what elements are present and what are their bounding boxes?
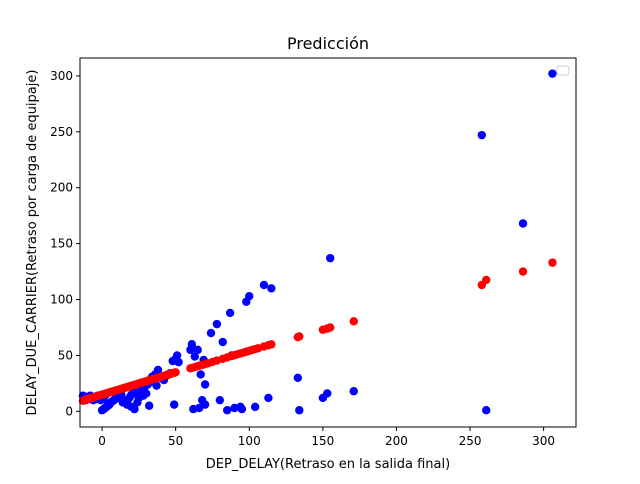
data-point [326, 323, 335, 332]
data-point [267, 284, 276, 293]
y-axis-label: DELAY_DUE_CARRIER(Retraso por carga de e… [25, 70, 40, 416]
data-point [250, 402, 260, 412]
data-point [196, 370, 205, 379]
x-axis-label: DEP_DELAY(Retraso en la salida final) [206, 457, 450, 472]
data-point [326, 253, 335, 263]
data-point [349, 387, 358, 396]
y-tick-label: 300 [50, 69, 73, 83]
data-point [548, 258, 557, 267]
data-point [174, 357, 183, 367]
y-tick-label: 50 [58, 348, 73, 362]
data-point [144, 401, 154, 410]
data-point [190, 352, 200, 361]
data-point [518, 219, 528, 228]
data-point [225, 308, 235, 318]
data-point [237, 404, 247, 414]
chart-title: Predicción [287, 34, 369, 53]
y-tick-label: 100 [50, 293, 73, 307]
data-point [172, 351, 182, 360]
axes-frame [79, 57, 577, 428]
x-tick-label: 50 [168, 434, 183, 448]
data-point [130, 404, 139, 414]
y-tick-label: 0 [65, 404, 73, 418]
data-point [142, 389, 151, 398]
data-point [212, 319, 222, 329]
data-point [482, 406, 491, 415]
x-tick-label: 150 [311, 434, 334, 448]
y-tick-label: 150 [50, 237, 73, 251]
data-point [295, 406, 304, 415]
data-point [349, 317, 358, 326]
data-point [222, 406, 232, 415]
y-tick-label: 200 [50, 181, 73, 195]
legend-box [556, 65, 570, 76]
data-point [169, 400, 179, 409]
data-point [200, 380, 210, 389]
data-point [264, 393, 273, 403]
y-tick-label: 250 [50, 125, 73, 139]
x-tick-label: 200 [385, 434, 408, 448]
x-tick-label: 0 [98, 434, 106, 448]
data-point [153, 365, 163, 375]
data-point [215, 395, 225, 405]
x-tick-label: 300 [532, 434, 555, 448]
data-point [295, 332, 304, 341]
series-group [78, 258, 557, 405]
data-point [187, 340, 197, 349]
data-point [323, 389, 332, 398]
data-point [293, 373, 303, 382]
data-point [267, 340, 276, 349]
data-point [200, 400, 210, 409]
data-point [218, 337, 227, 347]
data-point [206, 328, 216, 338]
x-tick-label: 100 [238, 434, 261, 448]
plot-points [78, 69, 557, 415]
data-point [477, 130, 487, 140]
axis-ticks: 0 50 100 150 200 250 300 0 50 100 150 200 250 300 [50, 69, 555, 448]
data-point [259, 280, 269, 290]
x-tick-label: 250 [459, 434, 482, 448]
data-point [245, 291, 254, 301]
data-point [518, 267, 528, 276]
data-point [152, 381, 161, 390]
data-point [482, 275, 491, 285]
data-point [193, 345, 202, 355]
data-point [548, 69, 557, 78]
data-point [171, 368, 180, 377]
